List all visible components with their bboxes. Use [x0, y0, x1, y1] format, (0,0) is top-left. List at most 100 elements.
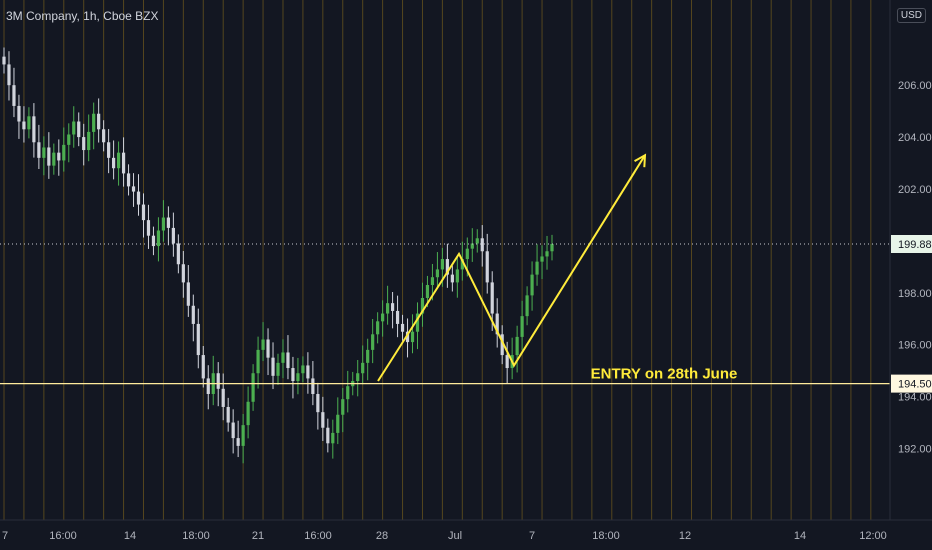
candle-body: [92, 113, 96, 132]
candle-body: [346, 386, 350, 400]
candle-body: [191, 305, 195, 324]
x-tick-label: 7: [2, 530, 8, 542]
candle-body: [47, 147, 51, 166]
candle-body: [376, 321, 380, 335]
candle-body: [2, 56, 6, 65]
candle-body: [216, 373, 220, 389]
candle-body: [62, 144, 66, 161]
candle-body: [495, 313, 499, 335]
candle-body: [141, 204, 146, 221]
candle-body: [306, 365, 310, 379]
candle-body: [460, 259, 464, 270]
candle-body: [356, 373, 360, 382]
candle-body: [166, 217, 170, 228]
candle-body: [336, 414, 340, 433]
x-tick-label: 16:00: [49, 530, 77, 542]
candle-body: [256, 349, 260, 374]
y-tick-label: 196.00: [898, 340, 932, 352]
pattern-line: [377, 154, 646, 382]
candle-body: [231, 422, 235, 439]
candle-body: [535, 261, 539, 275]
candle-body: [296, 373, 300, 382]
candle-body: [331, 432, 335, 444]
candle-body: [311, 378, 315, 394]
candle-body: [226, 406, 230, 423]
candle-body: [12, 85, 16, 106]
candle-body: [395, 310, 400, 324]
candle-body: [171, 227, 175, 244]
candle-body: [186, 282, 190, 306]
candle-body: [381, 313, 385, 322]
entry-price-badge: [891, 374, 932, 393]
y-tick-label: 204.00: [898, 132, 932, 144]
arrow-head: [634, 153, 647, 168]
candle-body: [415, 313, 420, 332]
entry-price-label: 194.50: [898, 379, 932, 391]
x-tick-label: 18:00: [182, 530, 210, 542]
x-tick-label: Jul: [448, 530, 462, 542]
candle-body: [67, 134, 71, 145]
candle-body: [316, 393, 320, 413]
candle-body: [480, 238, 484, 252]
x-tick-label: 14: [794, 530, 806, 542]
candle-body: [176, 243, 180, 265]
candle-body: [136, 191, 141, 205]
last-price-label: 199.88: [898, 239, 932, 251]
candle-body: [515, 336, 519, 356]
candle-body: [37, 142, 41, 158]
candle-body: [450, 274, 454, 283]
candle-body: [430, 277, 435, 286]
candle-body: [17, 105, 21, 122]
y-tick-label: 202.00: [898, 184, 932, 196]
currency-button[interactable]: USD: [896, 8, 926, 23]
candle-body: [121, 152, 126, 174]
y-tick-label: 192.00: [898, 443, 932, 455]
candle-body: [161, 217, 166, 231]
last-price-badge: [891, 235, 932, 253]
candle-body: [126, 173, 131, 187]
y-tick-label: 194.00: [898, 392, 932, 404]
candle-body: [390, 303, 395, 311]
candle-body: [156, 230, 161, 247]
candle-body: [107, 142, 111, 158]
candle-body: [201, 355, 205, 379]
x-tick-label: 7: [529, 530, 535, 542]
candle-body: [490, 282, 494, 314]
candle-body: [291, 368, 295, 382]
candle-body: [371, 334, 375, 350]
candle-body: [361, 362, 365, 374]
candle-body: [246, 401, 250, 426]
candle-body: [112, 157, 116, 169]
candle-body: [445, 259, 449, 275]
candle-body: [116, 152, 121, 169]
candle-body: [341, 399, 345, 415]
candle-body: [386, 303, 390, 314]
candle-body: [400, 323, 405, 332]
candle-body: [505, 355, 509, 369]
x-tick-label: 16:00: [304, 530, 332, 542]
candle-body: [206, 378, 210, 394]
candle-body: [525, 295, 529, 317]
candles: [2, 47, 554, 464]
x-tick-label: 28: [376, 530, 388, 542]
candle-body: [181, 264, 185, 283]
candle-body: [87, 131, 91, 151]
candle-body: [410, 331, 415, 343]
candle-body: [520, 316, 524, 337]
candle-body: [420, 297, 425, 314]
candle-body: [72, 121, 76, 135]
candle-body: [52, 152, 56, 166]
candle-body: [77, 121, 81, 138]
candle-body: [326, 427, 330, 444]
x-tick-label: 12: [679, 530, 691, 542]
candle-body: [435, 269, 440, 278]
pattern-drawing: [377, 153, 647, 382]
candle-body: [286, 352, 290, 369]
candle-body: [301, 365, 305, 374]
candle-body: [425, 285, 430, 298]
candle-body: [475, 238, 479, 244]
candle-body: [27, 116, 31, 130]
y-tick-label: 198.00: [898, 288, 932, 300]
candle-body: [455, 269, 459, 283]
